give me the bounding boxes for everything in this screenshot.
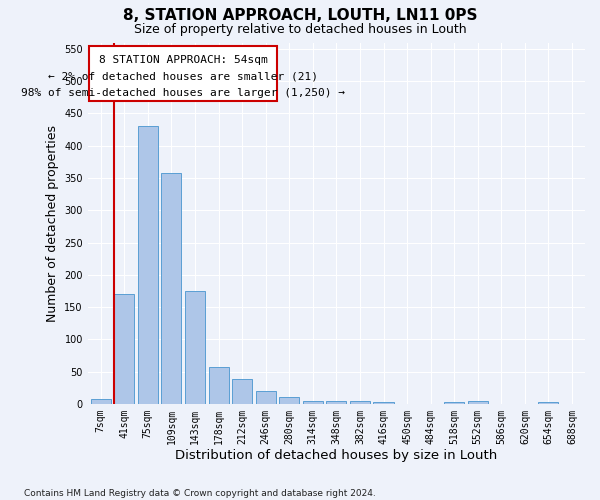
Bar <box>91 400 111 404</box>
Text: ← 2% of detached houses are smaller (21): ← 2% of detached houses are smaller (21) <box>48 72 318 82</box>
Bar <box>161 174 181 404</box>
Text: Size of property relative to detached houses in Louth: Size of property relative to detached ho… <box>134 22 466 36</box>
Text: 98% of semi-detached houses are larger (1,250) →: 98% of semi-detached houses are larger (… <box>21 88 345 99</box>
Bar <box>538 402 559 404</box>
Bar <box>326 402 346 404</box>
Bar <box>209 367 229 404</box>
X-axis label: Distribution of detached houses by size in Louth: Distribution of detached houses by size … <box>175 450 497 462</box>
Bar <box>468 402 488 404</box>
Bar <box>138 126 158 404</box>
Bar <box>444 402 464 404</box>
Bar <box>232 380 252 404</box>
Bar <box>373 402 394 404</box>
Bar <box>279 398 299 404</box>
Bar <box>256 391 275 404</box>
Bar <box>185 291 205 404</box>
Bar <box>303 400 323 404</box>
Text: Contains HM Land Registry data © Crown copyright and database right 2024.: Contains HM Land Registry data © Crown c… <box>24 488 376 498</box>
Text: 8, STATION APPROACH, LOUTH, LN11 0PS: 8, STATION APPROACH, LOUTH, LN11 0PS <box>123 8 477 22</box>
Text: 8 STATION APPROACH: 54sqm: 8 STATION APPROACH: 54sqm <box>99 55 268 65</box>
FancyBboxPatch shape <box>89 46 277 100</box>
Y-axis label: Number of detached properties: Number of detached properties <box>46 124 59 322</box>
Bar <box>114 294 134 404</box>
Bar <box>350 402 370 404</box>
